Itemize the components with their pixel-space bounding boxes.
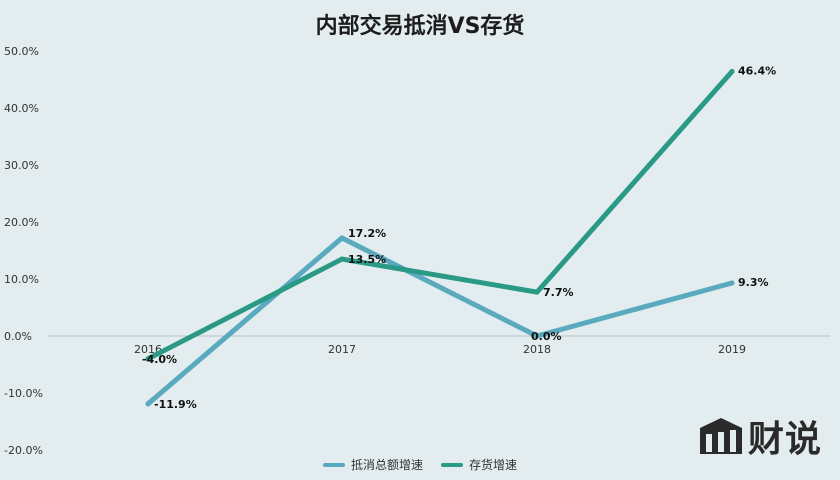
data-point: [534, 333, 540, 339]
legend-swatch-series-1: [322, 462, 345, 467]
data-label: 46.4%: [738, 65, 776, 78]
data-point: [729, 69, 735, 75]
logo-text: 财说: [747, 419, 822, 460]
data-point: [145, 356, 151, 362]
series-line-1: [145, 235, 735, 407]
legend-label-series-2: 存货增速: [469, 458, 518, 472]
data-point: [145, 401, 151, 407]
x-tick-label: 2018: [523, 343, 551, 356]
data-label: 7.7%: [543, 286, 574, 299]
y-tick-label: 10.0%: [4, 273, 39, 286]
data-label: 9.3%: [738, 276, 769, 289]
series-line-2: [145, 69, 735, 362]
data-label: -4.0%: [142, 353, 177, 366]
x-tick-label: 2019: [718, 343, 746, 356]
data-point: [534, 289, 540, 295]
logo-mark-icon: [699, 418, 742, 454]
chart-legend: 抵消总额增速 存货增速: [0, 456, 840, 473]
y-tick-label: 40.0%: [4, 102, 39, 115]
legend-swatch-series-2: [441, 462, 463, 467]
y-tick-label: 50.0%: [4, 45, 39, 58]
data-point: [339, 256, 345, 262]
caishuo-logo: 财说: [698, 410, 822, 462]
y-tick-label: 20.0%: [4, 216, 39, 229]
data-label: 17.2%: [348, 227, 386, 240]
data-point: [339, 235, 345, 241]
data-point: [729, 280, 735, 286]
y-tick-label: -10.0%: [4, 387, 43, 400]
data-label: 0.0%: [531, 330, 562, 343]
legend-label-series-1: 抵消总额增速: [350, 458, 423, 472]
x-tick-label: 2017: [328, 343, 356, 356]
data-label: -11.9%: [154, 398, 197, 411]
y-tick-label: -20.0%: [4, 444, 43, 457]
legend-item-series-1: 抵消总额增速: [322, 456, 423, 473]
y-tick-label: 0.0%: [4, 330, 32, 343]
y-tick-label: 30.0%: [4, 159, 39, 172]
data-label: 13.5%: [348, 253, 386, 266]
legend-item-series-2: 存货增速: [441, 456, 517, 473]
chart-title: 内部交易抵消VS存货: [315, 14, 525, 39]
